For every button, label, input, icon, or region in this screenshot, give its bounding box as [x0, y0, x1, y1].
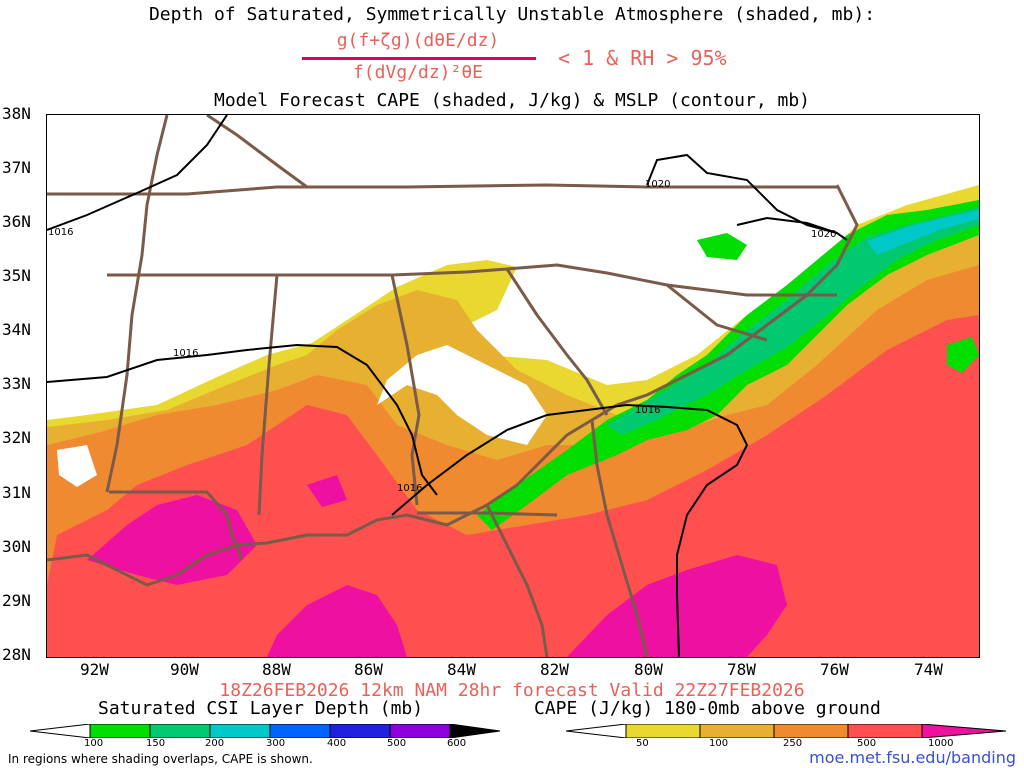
border-tn-ky [47, 183, 837, 196]
csi-swatch-1 [89, 724, 151, 738]
isobar-1016-west [47, 343, 438, 496]
csi-tick: 150 [146, 738, 166, 749]
csi-swatch-5 [329, 724, 391, 738]
csi-tick: 500 [387, 738, 407, 749]
csi-colorbar-title: Saturated CSI Layer Depth (mb) [98, 698, 424, 719]
lat-label-28n: 28N [2, 645, 31, 664]
isobar-label: 1020 [811, 229, 836, 240]
border-appalachian [206, 115, 308, 189]
lat-label-32n: 32N [2, 428, 31, 447]
cape-swatch-3 [773, 724, 849, 738]
coastline-florida [485, 504, 549, 657]
source-url[interactable]: moe.met.fsu.edu/banding [809, 748, 1016, 767]
csi-swatch-7 [449, 724, 500, 738]
csi-swatch-0 [30, 724, 91, 738]
cape-tick: 100 [709, 738, 729, 749]
isobar-label: 1016 [173, 348, 198, 359]
lon-label-82w: 82W [540, 660, 569, 679]
mslp-contours [47, 115, 848, 657]
csi-tick: 300 [266, 738, 286, 749]
isobar-1020-east [736, 216, 838, 234]
formula-denominator: f(dVg/dz)²θE [352, 62, 484, 83]
border-nc-sc [506, 263, 768, 342]
cape-colorbar [566, 724, 1006, 738]
overlap-note: In regions where shading overlaps, CAPE … [8, 752, 313, 766]
border-ms-al [257, 274, 279, 516]
border-la-ms [109, 490, 244, 561]
csi-swatch-6 [389, 724, 451, 738]
isobar-label: 1016 [635, 405, 660, 416]
cape-swatch-2 [699, 724, 775, 738]
csi-area-100 [947, 337, 979, 373]
csi-area-100 [697, 233, 747, 260]
title-line-1: Depth of Saturated, Symmetrically Unstab… [148, 4, 876, 25]
cape-tick: 250 [783, 738, 803, 749]
border-ga-sc [505, 268, 609, 416]
csi-tick: 600 [447, 738, 467, 749]
state-borders [47, 115, 859, 657]
forecast-valid-line: 18Z26FEB2026 12km NAM 28hr forecast Vali… [219, 680, 805, 701]
lon-label-80w: 80W [634, 660, 663, 679]
isobar-1016-south [391, 403, 749, 657]
lat-label-35n: 35N [2, 266, 31, 285]
cape-area-1000 [267, 585, 407, 657]
csi-colorbar [30, 724, 500, 738]
csi-swatch-2 [149, 724, 211, 738]
isobar-label: 1016 [397, 483, 422, 494]
cape-clear-west [57, 445, 97, 487]
cape-tick: 1000 [928, 738, 954, 749]
coastline-gulf [47, 403, 618, 587]
csi-tick: 200 [205, 738, 225, 749]
lon-label-86w: 86W [354, 660, 383, 679]
map-panel: 1020 1020 1016 1016 1016 1016 [46, 114, 980, 658]
isobar-label: 1020 [645, 179, 670, 190]
csi-area-200 [867, 210, 979, 255]
lon-label-92w: 92W [80, 660, 109, 679]
cape-swatch-0 [566, 724, 627, 738]
cape-area-1000 [307, 475, 347, 507]
cape-clear-interior [377, 345, 547, 445]
cape-tick: 50 [636, 738, 649, 749]
cape-area-1000 [87, 495, 257, 585]
csi-swatch-3 [209, 724, 271, 738]
lat-label-36n: 36N [2, 212, 31, 231]
border-fl-ga [417, 511, 558, 517]
csi-area-150 [607, 207, 979, 435]
lat-label-30n: 30N [2, 537, 31, 556]
cape-colorbar-title: CAPE (J/kg) 180-0mb above ground [534, 698, 881, 719]
coastline-florida-east [590, 419, 649, 657]
lat-label-31n: 31N [2, 483, 31, 502]
lon-label-76w: 76W [820, 660, 849, 679]
cape-swatch-4 [847, 724, 923, 738]
lat-label-34n: 34N [2, 320, 31, 339]
cape-swatch-1 [625, 724, 701, 738]
isobar-1016-north [47, 115, 228, 231]
map-canvas: 1020 1020 1016 1016 1016 1016 [47, 115, 979, 657]
csi-tick: 100 [84, 738, 104, 749]
formula-condition: < 1 & RH > 95% [558, 46, 727, 70]
lon-label-78w: 78W [727, 660, 756, 679]
formula-numerator: g(f+ζg)(dθE/dz) [336, 30, 500, 51]
lat-label-29n: 29N [2, 591, 31, 610]
isobar-label: 1016 [48, 227, 73, 238]
formula-fraction-bar [302, 57, 536, 60]
border-mississippi-river [105, 115, 169, 493]
lat-label-37n: 37N [2, 158, 31, 177]
border-al-ga [390, 274, 421, 506]
coastline-atlantic [616, 184, 859, 407]
csi-shading [477, 200, 979, 530]
cape-tick: 500 [857, 738, 877, 749]
lon-label-84w: 84W [447, 660, 476, 679]
lon-label-90w: 90W [170, 660, 199, 679]
lat-label-38n: 38N [2, 104, 31, 123]
lon-label-74w: 74W [914, 660, 943, 679]
lon-label-88w: 88W [262, 660, 291, 679]
csi-swatch-4 [269, 724, 331, 738]
lat-label-33n: 33N [2, 374, 31, 393]
title-line-3: Model Forecast CAPE (shaded, J/kg) & MSL… [213, 90, 811, 111]
csi-tick: 400 [327, 738, 347, 749]
cape-swatch-5 [921, 724, 1006, 738]
